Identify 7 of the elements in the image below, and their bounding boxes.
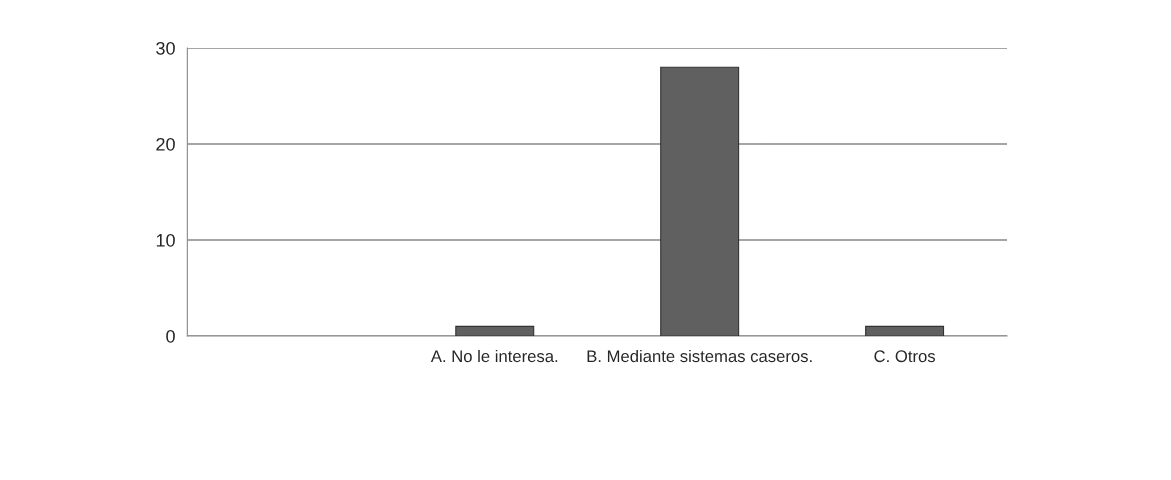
x-tick-label: C. Otros bbox=[874, 350, 936, 363]
x-tick-label: A. No le interesa. bbox=[430, 349, 558, 363]
y-tick-label: 30 bbox=[156, 41, 175, 55]
y-tick-label: 20 bbox=[156, 137, 175, 151]
x-tick-label: B. Mediante sistemas caseros. bbox=[587, 349, 812, 363]
y-tick-label: 0 bbox=[166, 329, 175, 343]
y-tick-label: 10 bbox=[156, 233, 175, 247]
